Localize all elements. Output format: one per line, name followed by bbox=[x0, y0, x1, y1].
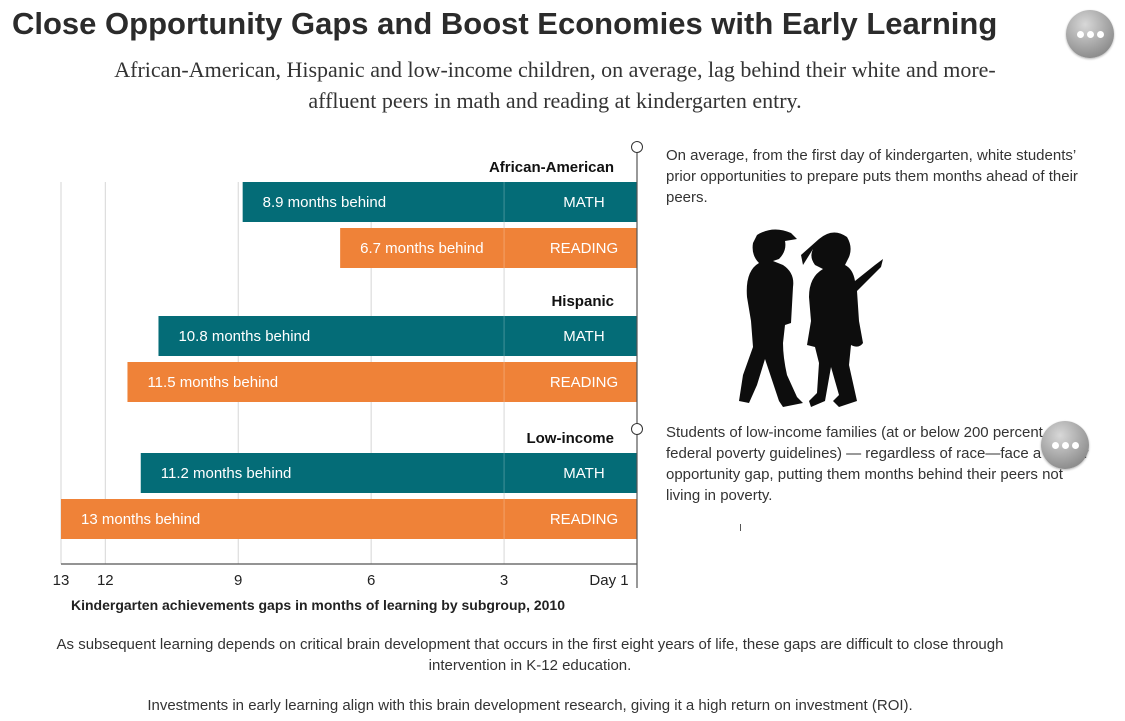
bar-value-label: 13 months behind bbox=[81, 511, 200, 528]
bar-subject-label: READING bbox=[550, 374, 618, 391]
group-label: African-American bbox=[489, 159, 614, 176]
bar-subject-label: MATH bbox=[563, 465, 604, 482]
x-tick-label: 3 bbox=[500, 572, 508, 589]
bar-value-label: 6.7 months behind bbox=[360, 240, 483, 257]
note-low-income: Students of low-income families (at or b… bbox=[666, 424, 1089, 504]
chart-caption: Kindergarten achievements gaps in months… bbox=[71, 597, 565, 613]
bar-value-label: 11.5 months behind bbox=[147, 374, 278, 391]
x-tick-label: Day 1 bbox=[589, 572, 628, 589]
bar-math bbox=[242, 182, 637, 222]
bar-value-label: 11.2 months behind bbox=[161, 465, 292, 482]
bar-value-label: 8.9 months behind bbox=[263, 194, 386, 211]
bar-reading bbox=[127, 362, 637, 402]
footer-text-roi: Investments in early learning align with… bbox=[147, 697, 913, 714]
x-tick-label: 6 bbox=[367, 572, 375, 589]
footer-text: As subsequent learning depends on critic… bbox=[56, 636, 1004, 674]
more-options-button[interactable] bbox=[1041, 421, 1089, 469]
more-options-button[interactable] bbox=[1066, 10, 1114, 58]
bar-math bbox=[140, 453, 637, 493]
bar-subject-label: MATH bbox=[563, 328, 604, 345]
ellipsis-icon bbox=[1076, 30, 1084, 38]
page-title: Close Opportunity Gaps and Boost Economi… bbox=[12, 6, 998, 41]
x-tick-label: 13 bbox=[53, 572, 70, 589]
bar-reading bbox=[61, 499, 637, 539]
x-tick-label: 9 bbox=[234, 572, 242, 589]
bar-subject-label: READING bbox=[550, 511, 618, 528]
group-label: Hispanic bbox=[551, 293, 614, 310]
group-label: Low-income bbox=[526, 430, 614, 447]
bar-subject-label: MATH bbox=[563, 194, 604, 211]
children-walking-silhouette-icon bbox=[739, 229, 883, 407]
gap-bar-chart: African-American 8.9 months behind MATH 6.7… bbox=[53, 148, 638, 589]
timeline-marker-icon bbox=[631, 141, 643, 153]
bar-subject-label: READING bbox=[550, 240, 618, 257]
ellipsis-icon bbox=[1051, 441, 1059, 449]
small-tick-mark bbox=[740, 524, 741, 531]
bar-math bbox=[158, 316, 637, 356]
page-subtitle: African-American, Hispanic and low-incom… bbox=[114, 57, 996, 113]
bar-reading bbox=[340, 228, 637, 268]
x-tick-label: 12 bbox=[97, 572, 114, 589]
note-first-day: On average, from the first day of kinder… bbox=[666, 147, 1078, 206]
bar-value-label: 10.8 months behind bbox=[178, 328, 310, 345]
timeline-marker-icon bbox=[631, 423, 643, 435]
